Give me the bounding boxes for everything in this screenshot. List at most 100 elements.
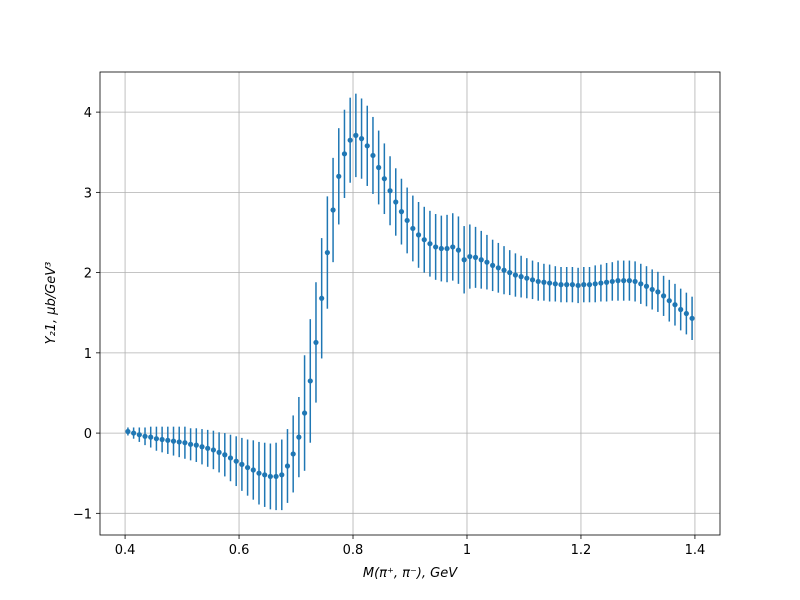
data-point: [193, 442, 199, 448]
data-point: [364, 143, 370, 149]
data-point: [569, 282, 576, 288]
data-point: [279, 472, 285, 478]
data-point: [398, 209, 405, 215]
data-point: [301, 410, 308, 416]
data-point: [267, 473, 273, 480]
data-point: [490, 262, 496, 268]
data-point: [433, 244, 439, 250]
data-point: [524, 275, 530, 281]
data-point: [284, 463, 291, 469]
data-point: [165, 437, 171, 443]
x-tick-label: 1: [463, 543, 471, 558]
data-point: [148, 434, 154, 440]
data-point: [512, 272, 519, 278]
data-point: [655, 289, 661, 295]
data-point: [592, 281, 598, 287]
y-tick-label: 1: [84, 347, 92, 362]
data-point: [159, 436, 165, 443]
data-point: [176, 439, 182, 445]
data-point: [495, 265, 501, 271]
x-tick-label: 1.4: [685, 543, 706, 558]
data-point: [689, 315, 695, 321]
data-point: [199, 444, 205, 450]
data-point: [450, 244, 456, 250]
data-point: [142, 433, 148, 439]
data-point: [603, 279, 610, 285]
data-point: [393, 199, 399, 205]
data-point: [153, 436, 160, 442]
data-point: [666, 298, 672, 304]
data-point: [660, 293, 667, 299]
x-tick-label: 1.2: [571, 543, 592, 558]
data-point: [250, 467, 256, 473]
data-point: [319, 295, 325, 301]
data-point: [678, 306, 684, 313]
x-tick-label: 0.8: [343, 543, 364, 558]
y-tick-label: 4: [84, 106, 92, 121]
data-point: [296, 434, 302, 440]
data-point: [467, 253, 473, 260]
data-point: [244, 464, 251, 471]
data-point: [598, 280, 604, 286]
data-point: [609, 278, 615, 285]
data-point: [421, 237, 427, 243]
data-point: [330, 207, 336, 213]
data-point: [387, 188, 393, 194]
data-point: [438, 245, 444, 252]
data-point: [358, 136, 365, 142]
x-tick-label: 0.4: [115, 543, 136, 558]
data-point: [461, 257, 467, 263]
data-point: [541, 279, 547, 285]
data-point: [313, 339, 319, 346]
data-point: [621, 278, 627, 284]
data-point: [507, 270, 513, 276]
data-point: [182, 440, 188, 446]
data-point: [307, 378, 313, 384]
data-point: [222, 452, 228, 458]
data-point: [273, 473, 279, 480]
y-axis-label: Y₂1, μb/GeV³: [44, 262, 59, 345]
data-point: [125, 428, 131, 435]
y-tick-label: −1: [73, 507, 92, 522]
data-point: [131, 430, 137, 436]
data-point: [455, 247, 462, 253]
data-point: [262, 472, 268, 478]
data-point: [683, 310, 689, 317]
data-point: [649, 286, 655, 293]
y-tick-label: 3: [84, 186, 92, 201]
data-point: [552, 281, 558, 287]
data-point: [643, 283, 650, 289]
data-point: [136, 432, 142, 438]
data-point: [484, 259, 490, 265]
data-point: [256, 470, 262, 476]
data-point: [205, 445, 211, 451]
data-point: [478, 257, 484, 263]
data-point: [188, 441, 194, 447]
data-point: [210, 447, 217, 453]
data-point: [227, 455, 234, 461]
data-point: [427, 241, 433, 247]
data-point: [341, 151, 348, 157]
data-point: [376, 164, 382, 171]
data-point: [564, 282, 570, 288]
data-point: [472, 254, 479, 260]
data-point: [586, 282, 593, 288]
data-point: [518, 274, 524, 280]
data-point: [626, 278, 632, 284]
data-point: [170, 438, 177, 444]
data-point: [347, 137, 353, 143]
data-point: [336, 173, 342, 179]
plot-frame: [99, 71, 721, 536]
y-tick-label: 0: [84, 427, 92, 442]
x-tick-label: 0.6: [229, 543, 250, 558]
data-point: [558, 282, 564, 288]
data-point: [501, 267, 507, 273]
data-point: [381, 176, 387, 182]
data-point: [353, 132, 359, 138]
data-point: [410, 225, 416, 232]
data-point: [290, 451, 296, 457]
data-point: [632, 278, 638, 285]
data-point: [581, 282, 587, 288]
data-point: [615, 278, 621, 284]
data-point: [404, 217, 410, 224]
